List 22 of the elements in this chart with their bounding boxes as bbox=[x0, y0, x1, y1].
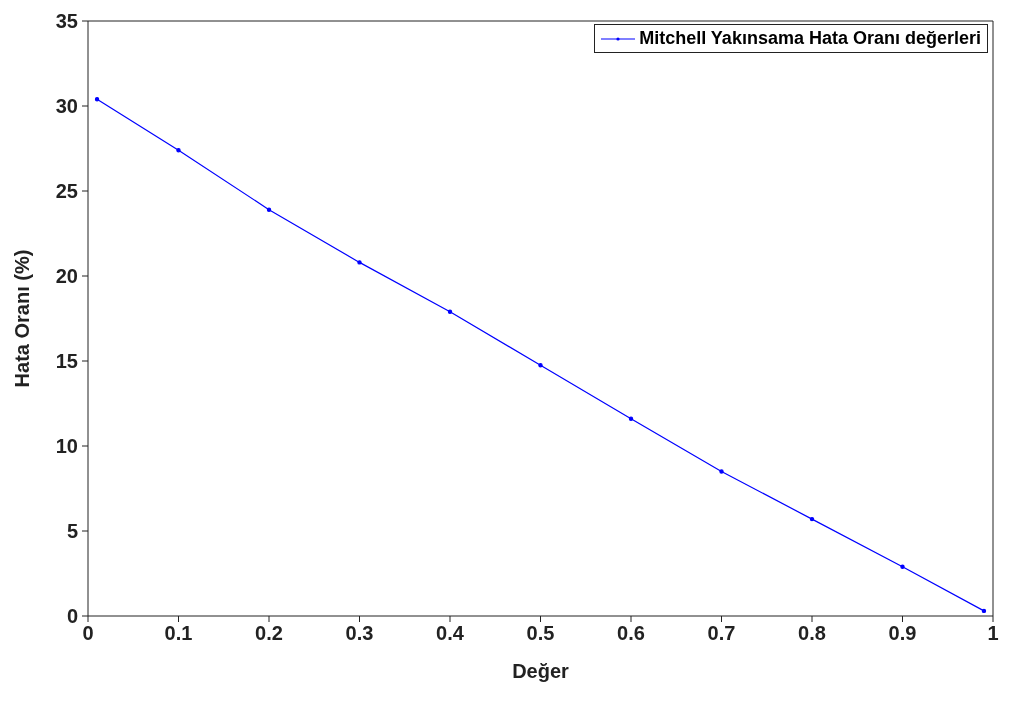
x-tick-label: 0.2 bbox=[255, 622, 283, 645]
y-tick-label: 25 bbox=[55, 180, 78, 203]
legend-label: Mitchell Yakınsama Hata Oranı değerleri bbox=[639, 28, 981, 49]
x-tick-label: 0.6 bbox=[617, 622, 645, 645]
x-tick-label: 0 bbox=[82, 622, 94, 645]
x-tick-label: 0.8 bbox=[798, 622, 826, 645]
y-tick-label: 5 bbox=[66, 520, 78, 543]
y-tick-label: 0 bbox=[66, 605, 78, 628]
y-tick-label: 15 bbox=[55, 350, 78, 373]
y-axis-title: Hata Oranı (%) bbox=[11, 249, 34, 388]
y-tick-label: 30 bbox=[55, 95, 78, 118]
x-tick-label: 0.5 bbox=[526, 622, 555, 645]
x-tick-label: 0.1 bbox=[164, 622, 193, 645]
x-tick-label: 0.4 bbox=[436, 622, 465, 645]
y-tick-label: 10 bbox=[55, 435, 78, 458]
x-tick-label: 0.3 bbox=[345, 622, 374, 645]
y-tick-label: 35 bbox=[55, 10, 78, 33]
y-tick-label: 20 bbox=[55, 265, 78, 288]
x-tick-label: 0.9 bbox=[888, 622, 917, 645]
x-tick-label: 1 bbox=[987, 622, 999, 645]
x-axis-title: Değer bbox=[512, 660, 570, 682]
x-tick-label: 0.7 bbox=[707, 622, 736, 645]
